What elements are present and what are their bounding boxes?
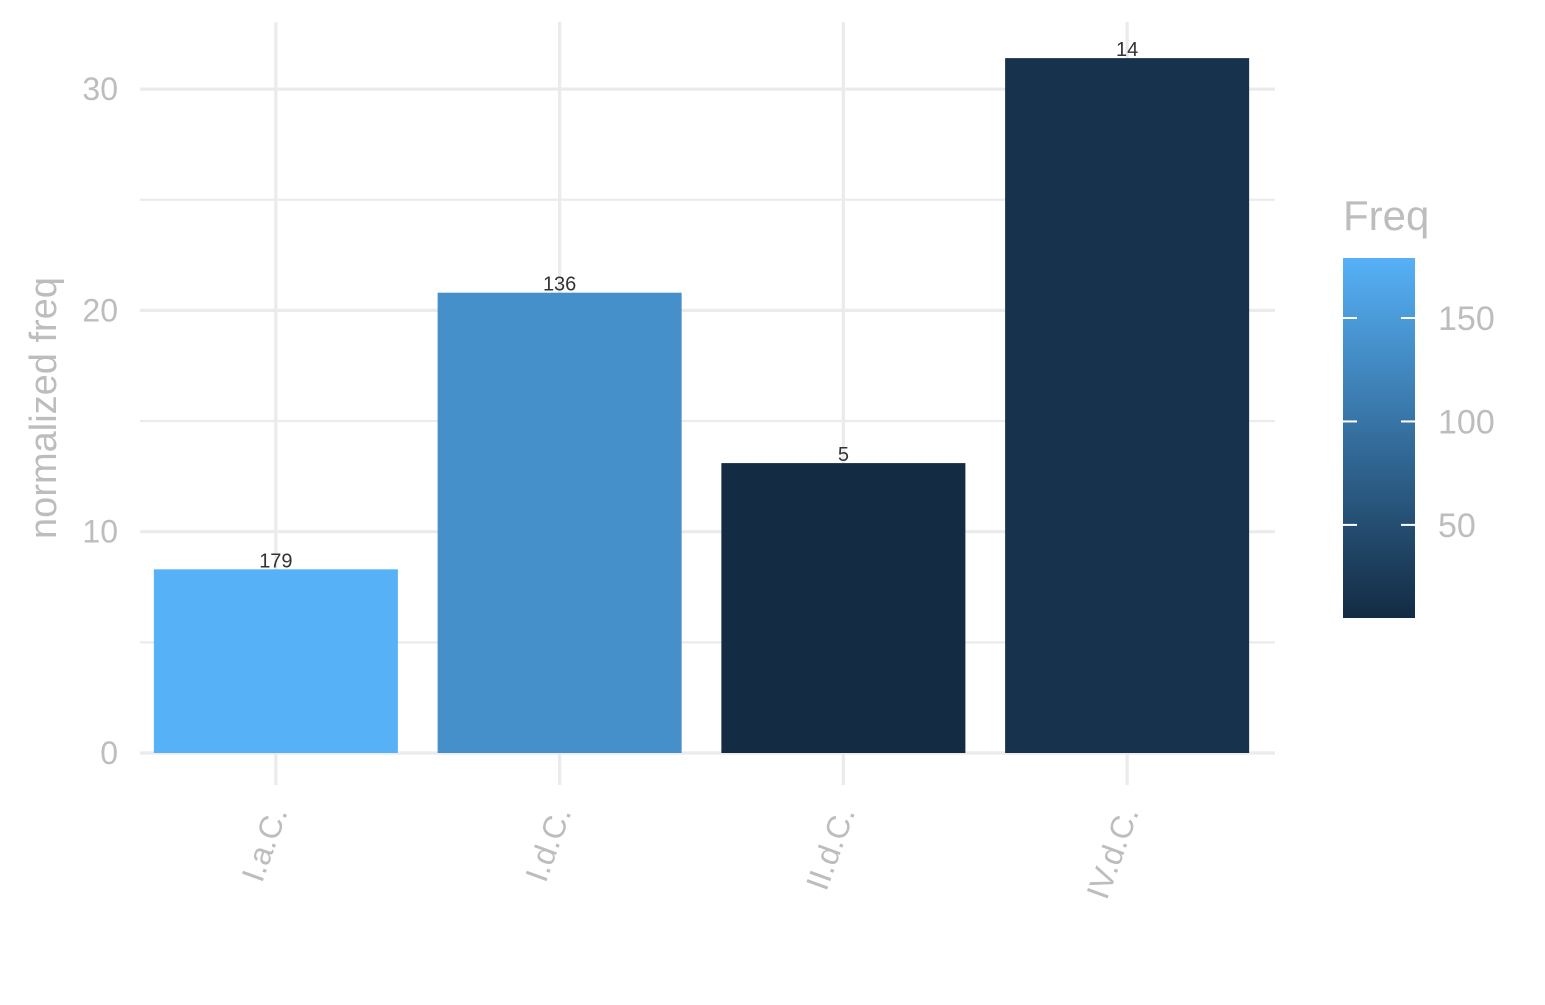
y-axis-title: normalized freq xyxy=(23,277,65,539)
x-tick-label: IV.d.C. xyxy=(1079,802,1145,903)
bar-I.a.C. xyxy=(153,569,398,753)
x-axis: I.a.C. I.d.C. II.d.C. IV.d.C. xyxy=(234,802,1145,903)
y-tick-label: 10 xyxy=(82,514,118,550)
y-tick-label: 30 xyxy=(82,71,118,107)
bars xyxy=(153,58,1250,754)
legend: Freq 50 100 150 xyxy=(1343,192,1495,618)
y-axis: 0 10 20 30 xyxy=(82,71,118,771)
legend-tick-label: 100 xyxy=(1438,403,1495,441)
y-tick-label: 20 xyxy=(82,292,118,328)
bar-II.d.C. xyxy=(721,463,966,753)
bar-value-label: 14 xyxy=(1116,39,1138,61)
legend-tick-label: 150 xyxy=(1438,300,1495,338)
y-tick-label: 0 xyxy=(100,735,118,771)
legend-ticks: 50 100 150 xyxy=(1343,300,1495,545)
x-tick-label: I.a.C. xyxy=(234,802,294,886)
legend-colorbar xyxy=(1343,258,1415,618)
bar-value-label: 179 xyxy=(259,550,292,572)
data-labels: 179 136 5 14 xyxy=(259,39,1138,572)
bar-value-label: 5 xyxy=(838,444,849,466)
legend-title: Freq xyxy=(1343,192,1429,239)
bar-value-label: 136 xyxy=(543,274,576,296)
bar-IV.d.C. xyxy=(1005,58,1250,754)
x-tick-label: I.d.C. xyxy=(518,802,578,886)
legend-tick-label: 50 xyxy=(1438,507,1476,545)
bar-I.d.C. xyxy=(437,292,682,753)
x-tick-label: II.d.C. xyxy=(799,802,862,895)
